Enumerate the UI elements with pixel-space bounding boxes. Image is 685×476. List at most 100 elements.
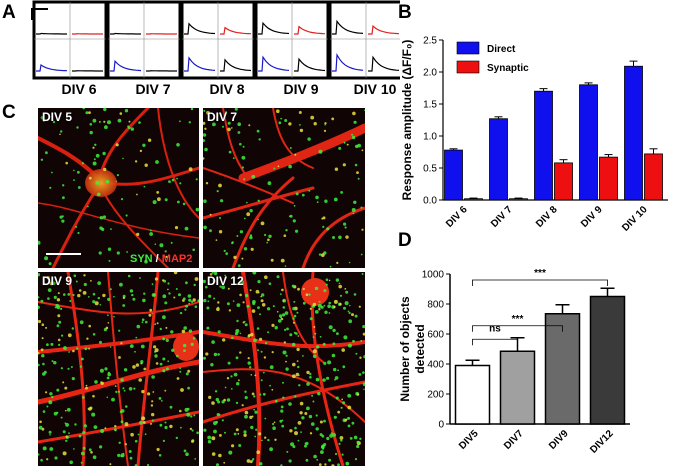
- synapse-punctum: [88, 111, 91, 114]
- synapse-punctum: [226, 377, 230, 380]
- synapse-punctum: [59, 215, 63, 219]
- synapse-punctum: [295, 229, 299, 233]
- synapse-punctum: [339, 302, 342, 306]
- synapse-punctum: [165, 326, 168, 329]
- synapse-punctum: [251, 392, 255, 396]
- neuron-image: [38, 272, 199, 466]
- synapse-punctum: [296, 311, 299, 314]
- synapse-punctum: [149, 232, 153, 236]
- synapse-punctum: [211, 272, 214, 274]
- synapse-punctum: [176, 143, 180, 147]
- synapse-punctum: [191, 429, 194, 432]
- synapse-punctum: [77, 293, 81, 298]
- synapse-punctum: [352, 212, 355, 215]
- synapse-punctum: [280, 117, 283, 120]
- trace-line: [332, 52, 364, 72]
- synapse-punctum: [308, 414, 313, 419]
- synapse-punctum: [349, 437, 353, 440]
- synapse-punctum: [213, 297, 216, 300]
- synapse-punctum: [248, 124, 251, 127]
- synapse-punctum: [264, 436, 267, 439]
- synapse-punctum: [110, 228, 112, 230]
- synapse-punctum: [154, 354, 158, 358]
- synapse-punctum: [224, 431, 226, 434]
- synapse-punctum: [119, 282, 123, 287]
- synapse-punctum: [218, 183, 222, 188]
- synapse-punctum: [290, 442, 295, 447]
- synapse-punctum: [151, 412, 155, 417]
- synapse-punctum: [143, 367, 147, 371]
- synapse-punctum: [342, 365, 346, 369]
- synapse-punctum: [289, 214, 293, 218]
- synapse-punctum: [211, 436, 216, 441]
- synapse-punctum: [224, 274, 226, 277]
- synapse-punctum: [107, 297, 111, 301]
- synapse-punctum: [299, 124, 301, 126]
- legend-label: Direct: [487, 44, 516, 55]
- synapse-punctum: [279, 293, 282, 295]
- synapse-punctum: [128, 126, 131, 130]
- synapse-punctum: [322, 378, 326, 382]
- synapse-punctum: [249, 209, 253, 213]
- synapse-punctum: [43, 370, 47, 374]
- synapse-punctum: [40, 116, 45, 120]
- legend-swatch: [456, 41, 480, 55]
- synapse-punctum: [203, 109, 206, 112]
- synapse-punctum: [56, 298, 61, 302]
- synapse-punctum: [316, 201, 319, 204]
- synapse-punctum: [299, 128, 304, 133]
- synapse-punctum: [227, 121, 231, 125]
- synapse-punctum: [207, 435, 212, 440]
- synapse-punctum: [114, 385, 117, 387]
- synapse-punctum: [310, 115, 315, 120]
- synapse-punctum: [255, 289, 260, 294]
- x-tick-label: DIV 8: [534, 204, 560, 230]
- micrograph-div12: DIV 12: [203, 272, 365, 466]
- y-tick-label: 800: [427, 300, 444, 311]
- synapse-punctum: [343, 222, 347, 226]
- synapse-punctum: [294, 153, 297, 156]
- synapse-punctum: [267, 181, 272, 186]
- synapse-punctum: [107, 322, 110, 324]
- synapse-punctum: [203, 356, 206, 360]
- synapse-punctum: [347, 310, 350, 313]
- synapse-punctum: [356, 393, 360, 396]
- synapse-punctum: [203, 133, 207, 137]
- synapse-punctum: [92, 333, 96, 336]
- synapse-punctum: [135, 363, 140, 367]
- synapse-punctum: [234, 108, 238, 111]
- synapse-punctum: [50, 342, 54, 346]
- synapse-punctum: [308, 293, 311, 296]
- synapse-punctum: [196, 431, 199, 435]
- synapse-punctum: [227, 287, 230, 290]
- synapse-punctum: [362, 325, 365, 329]
- synapse-punctum: [244, 320, 246, 323]
- synapse-punctum: [280, 409, 284, 413]
- synapse-punctum: [361, 149, 364, 152]
- synapse-punctum: [184, 407, 189, 412]
- synapse-punctum: [70, 366, 73, 368]
- synapse-punctum: [118, 329, 121, 332]
- synapse-punctum: [309, 432, 313, 435]
- synapse-punctum: [38, 363, 40, 367]
- synapse-punctum: [178, 293, 181, 297]
- synapse-punctum: [99, 340, 102, 344]
- synapse-punctum: [354, 314, 358, 318]
- synapse-punctum: [361, 273, 364, 275]
- synapse-punctum: [312, 354, 317, 359]
- synapse-punctum: [153, 345, 157, 349]
- synapse-punctum: [257, 349, 259, 352]
- synapse-punctum: [59, 133, 61, 136]
- synapse-punctum: [94, 380, 98, 384]
- synapse-punctum: [309, 307, 312, 310]
- trace-line: [368, 55, 400, 72]
- synapse-punctum: [363, 355, 365, 359]
- synapse-punctum: [133, 387, 136, 390]
- synapse-punctum: [351, 135, 356, 140]
- synapse-punctum: [358, 373, 362, 376]
- synapse-punctum: [48, 262, 52, 266]
- synapse-punctum: [311, 422, 315, 426]
- synapse-punctum: [75, 225, 78, 228]
- synapse-punctum: [324, 199, 328, 203]
- stain-syn: SYN: [130, 253, 153, 265]
